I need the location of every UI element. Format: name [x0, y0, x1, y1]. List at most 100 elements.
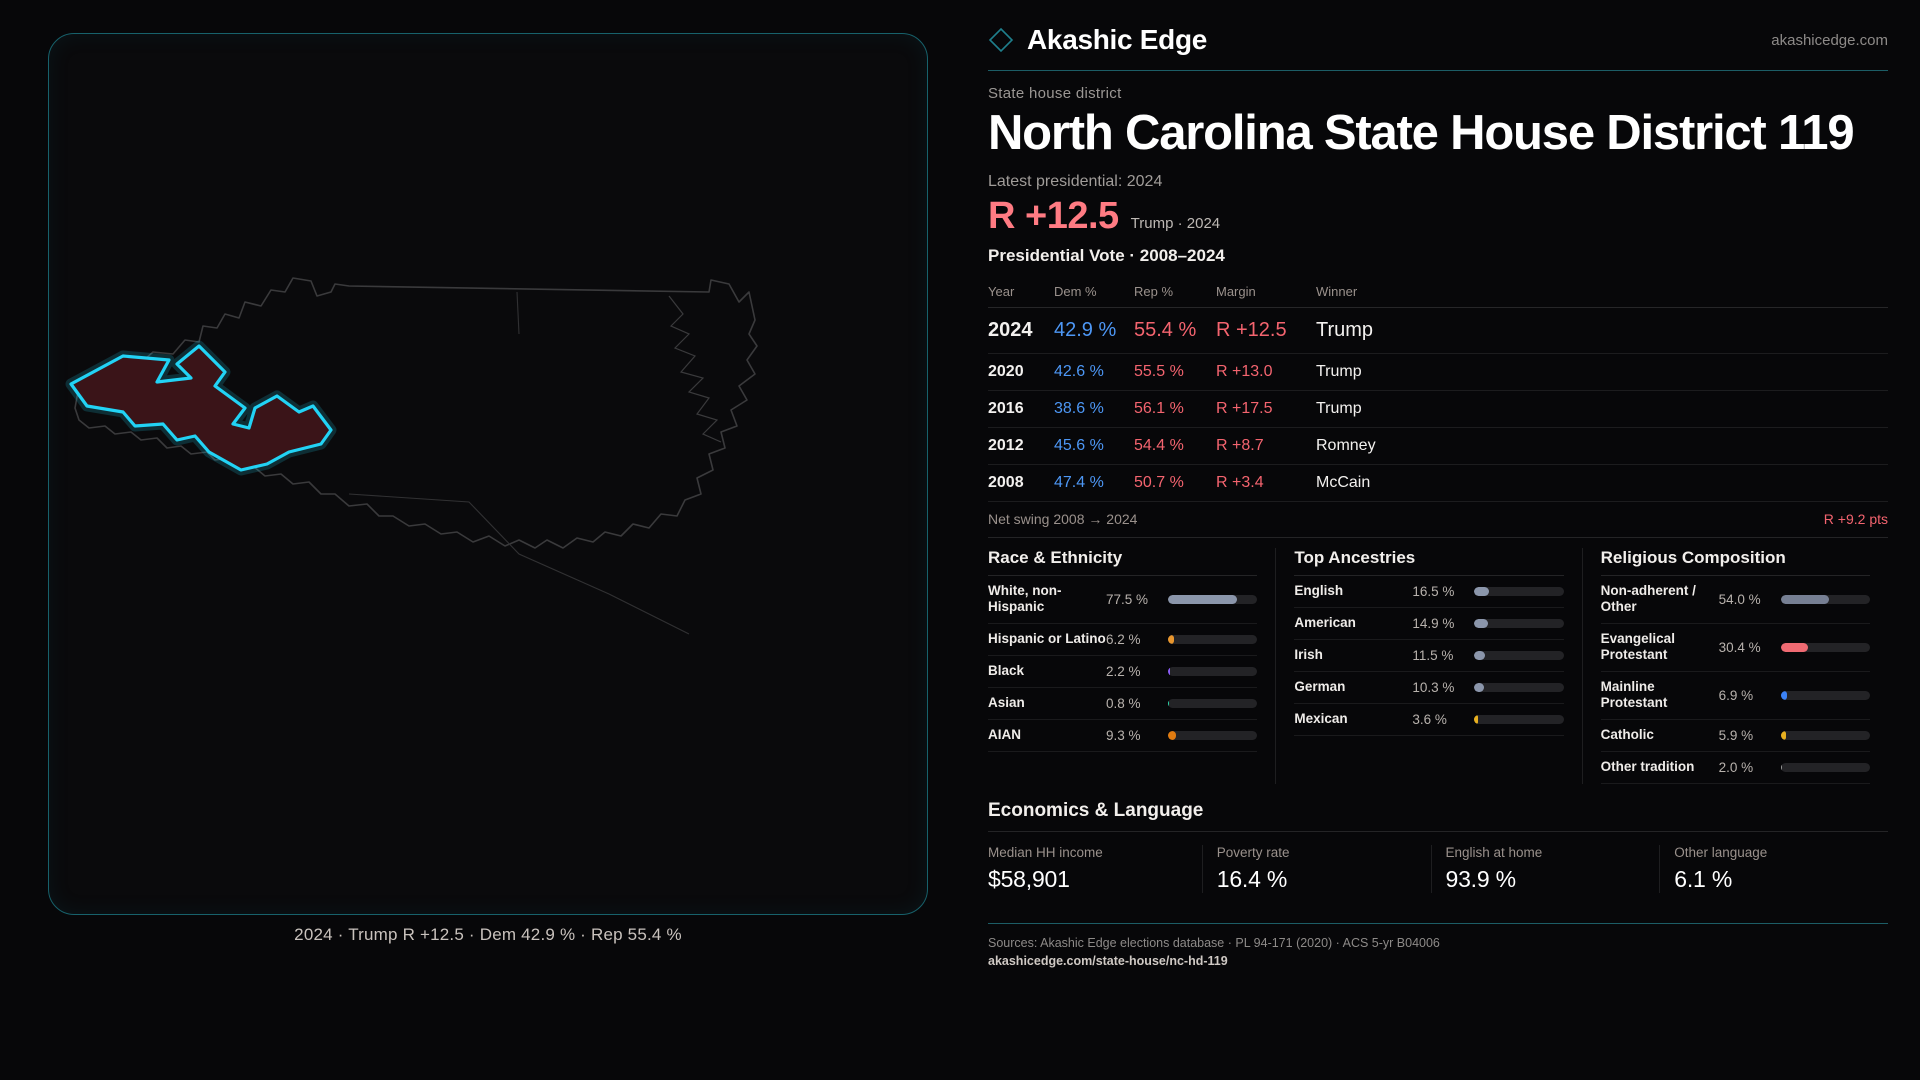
demo-row-label: American [1294, 615, 1356, 631]
economics-cell-label: Other language [1674, 844, 1768, 860]
brand-name: Akashic Edge [1027, 24, 1208, 55]
demo-row-bar-track [1168, 730, 1258, 740]
demo-row[interactable]: Irish 11.5 % [1294, 640, 1564, 672]
demo-row[interactable]: Other tradition 2.0 % [1600, 752, 1870, 784]
table-row[interactable]: 2008 47.4 % 50.7 % R +3.4 McCain [988, 464, 1888, 502]
demo-row[interactable]: Non-adherent / Other 54.0 % [1600, 576, 1870, 624]
demo-panel: Religious Composition Non-adherent / Othe… [1581, 547, 1888, 784]
table-row[interactable]: 2020 42.6 % 55.5 % R +13.0 Trump [988, 353, 1888, 391]
map-panel[interactable] [48, 33, 928, 915]
footer-url[interactable]: akashicedge.com/state-house/nc-hd-119 [988, 953, 1228, 968]
demo-row-label: Black [988, 663, 1025, 679]
page-title: North Carolina State House District 119 [988, 106, 1855, 160]
demo-row-bar-fill [1780, 730, 1786, 740]
demo-row-value: 3.6 % [1412, 711, 1447, 727]
demo-row[interactable]: Mexican 3.6 % [1294, 704, 1564, 736]
demo-panel-title: Race & Ethnicity [988, 548, 1258, 576]
demo-panel: Top Ancestries English 16.5 % American 14.9 … [1275, 547, 1581, 784]
cell-margin: R +8.7 [1216, 427, 1316, 465]
demo-row-bar-track [1168, 698, 1258, 708]
cell-winner: Trump [1316, 353, 1888, 391]
kicker-label: State house district [988, 85, 1122, 102]
cell-rep: 56.1 % [1134, 390, 1216, 428]
demo-row-bar-track [1780, 594, 1870, 604]
demo-row-bar-fill [1474, 586, 1490, 596]
demo-row-value: 0.8 % [1106, 695, 1141, 711]
demo-row-value: 5.9 % [1718, 727, 1754, 743]
inner-county-line [516, 291, 520, 335]
demo-row-value: 16.5 % [1412, 583, 1455, 599]
footer: Sources: Akashic Edge elections database… [988, 922, 1888, 968]
demo-row-value: 6.2 % [1106, 631, 1141, 647]
demo-row-bar-track [1168, 634, 1258, 644]
demo-row-value: 9.3 % [1106, 727, 1141, 743]
cell-rep: 55.4 % [1134, 307, 1216, 354]
demo-row-bar-fill [1780, 642, 1808, 652]
economics-cell-value: 93.9 % [1445, 865, 1517, 892]
demo-row-value: 11.5 % [1412, 647, 1454, 663]
demo-row[interactable]: German 10.3 % [1294, 672, 1564, 704]
demo-row[interactable]: Hispanic or Latino 6.2 % [988, 624, 1258, 656]
diamond-outline-icon [988, 27, 1014, 53]
demo-row[interactable]: Asian 0.8 % [988, 688, 1258, 720]
cell-winner: Trump [1316, 307, 1888, 354]
demo-row-label: Mainline Protestant [1600, 678, 1668, 711]
demo-row-bar-fill [1780, 762, 1783, 772]
demo-row-bar-track [1474, 618, 1564, 628]
economics-cell: Median HH income $58,901 [988, 845, 1202, 893]
demo-row-bar-track [1780, 690, 1870, 700]
table-row[interactable]: 2016 38.6 % 56.1 % R +17.5 Trump [988, 390, 1888, 428]
demo-row-value: 54.0 % [1718, 591, 1761, 607]
demo-row-bar-track [1474, 650, 1564, 660]
headline-margin-value: R +12.5 [988, 194, 1119, 237]
brand-bar: Akashic Edge akashicedge.com [988, 0, 1888, 71]
cell-margin: R +13.0 [1216, 353, 1316, 391]
demo-row[interactable]: AIAN 9.3 % [988, 720, 1258, 752]
economics-cell-label: English at home [1445, 844, 1543, 860]
footer-sources: Sources: Akashic Edge elections database… [988, 935, 1440, 950]
demo-row-bar-track [1474, 714, 1564, 724]
demo-row-bar-fill [1474, 650, 1485, 660]
demo-row[interactable]: Black 2.2 % [988, 656, 1258, 688]
table-row[interactable]: 2024 42.9 % 55.4 % R +12.5 Trump [988, 307, 1888, 354]
demo-row[interactable]: English 16.5 % [1294, 576, 1564, 608]
cell-margin: R +17.5 [1216, 390, 1316, 428]
brand-site: akashicedge.com [1771, 31, 1888, 49]
north-carolina-map[interactable] [49, 34, 929, 916]
coastal-detail-path [668, 295, 722, 443]
cell-winner: Romney [1316, 427, 1888, 465]
demo-row-bar-track [1168, 666, 1258, 676]
net-swing-label: Net swing 2008 → 2024 [988, 510, 1138, 527]
district-fill-path [71, 346, 331, 470]
demo-row-bar-track [1780, 642, 1870, 652]
cell-year: 2008 [988, 464, 1054, 502]
table-header-row: Year Dem % Rep % Margin Winner [988, 277, 1888, 308]
demo-row[interactable]: Catholic 5.9 % [1600, 720, 1870, 752]
latest-presidential-label: Latest presidential: 2024 [988, 172, 1163, 190]
headline-margin: R +12.5 Trump · 2024 [988, 195, 1920, 238]
demo-row[interactable]: American 14.9 % [1294, 608, 1564, 640]
net-swing-row: Net swing 2008 → 2024 R +9.2 pts [988, 511, 1888, 538]
demo-row-bar-fill [1474, 714, 1478, 724]
vote-section-title: Presidential Vote · 2008–2024 [988, 245, 1225, 265]
demo-row-bar-track [1168, 594, 1258, 604]
demo-row-bar-fill [1780, 690, 1787, 700]
demo-row-bar-fill [1168, 634, 1174, 644]
inner-county-line-2 [348, 493, 690, 635]
demo-row[interactable]: White, non-Hispanic 77.5 % [988, 576, 1258, 624]
highlighted-district[interactable] [65, 340, 337, 476]
economics-cell-value: $58,901 [988, 865, 1070, 892]
demo-row[interactable]: Evangelical Protestant 30.4 % [1600, 624, 1870, 672]
cell-year: 2012 [988, 427, 1054, 465]
table-row[interactable]: 2012 45.6 % 54.4 % R +8.7 Romney [988, 427, 1888, 465]
demo-row-bar-fill [1474, 682, 1484, 692]
cell-year: 2020 [988, 353, 1054, 391]
col-year: Year [988, 277, 1054, 308]
economics-cell-value: 16.4 % [1216, 865, 1288, 892]
cell-margin: R +12.5 [1216, 307, 1316, 354]
demo-row-bar-track [1474, 586, 1564, 596]
demo-row-label: White, non-Hispanic [988, 582, 1062, 615]
cell-rep: 50.7 % [1134, 464, 1216, 502]
demo-row[interactable]: Mainline Protestant 6.9 % [1600, 672, 1870, 720]
